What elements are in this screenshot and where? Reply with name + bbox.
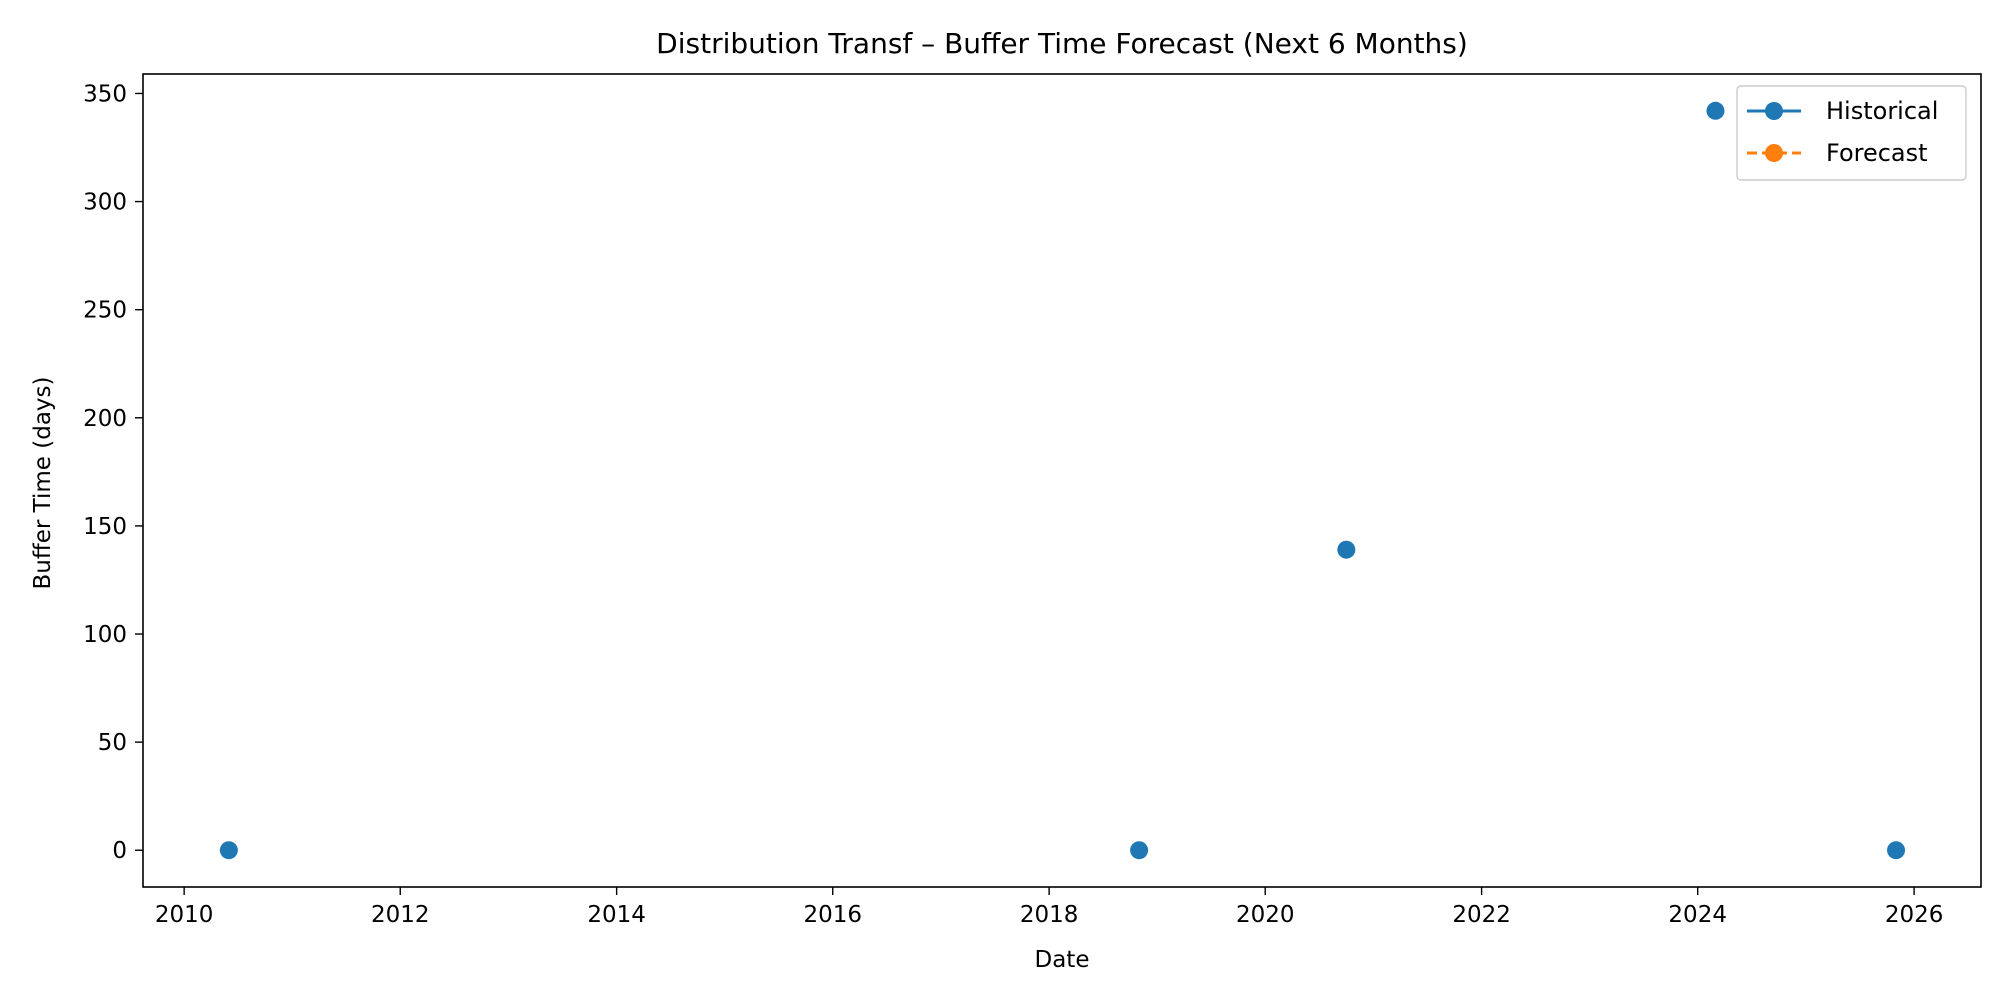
- y-tick-label: 300: [83, 190, 127, 216]
- x-tick-label: 2010: [155, 902, 214, 928]
- historical-point: [1337, 540, 1356, 559]
- x-axis-ticks: 2010 2012 2014 2016 2018 2020 2022 2024 2026: [155, 887, 1943, 928]
- y-tick-label: 50: [98, 730, 127, 756]
- x-tick-label: 2024: [1668, 902, 1727, 928]
- x-tick-label: 2022: [1452, 902, 1511, 928]
- historical-point: [1706, 101, 1725, 120]
- legend-historical-marker: [1765, 102, 1783, 120]
- x-tick-label: 2026: [1885, 902, 1944, 928]
- historical-point: [1130, 841, 1149, 860]
- x-axis-label: Date: [1035, 947, 1090, 973]
- legend-historical-label: Historical: [1826, 97, 1938, 125]
- legend-forecast-marker: [1765, 144, 1783, 162]
- historical-point: [219, 841, 238, 860]
- y-tick-label: 100: [83, 622, 127, 648]
- x-tick-label: 2016: [803, 902, 862, 928]
- y-tick-label: 0: [112, 838, 127, 864]
- y-axis-ticks: 0 50 100 150 200 250 300 350: [83, 81, 143, 864]
- x-tick-label: 2014: [587, 902, 646, 928]
- chart-title: Distribution Transf – Buffer Time Foreca…: [656, 27, 1468, 60]
- y-tick-label: 250: [83, 298, 127, 324]
- plot-frame: [142, 73, 1982, 888]
- x-tick-label: 2018: [1020, 902, 1079, 928]
- y-tick-label: 350: [83, 81, 127, 107]
- data-points: [219, 101, 1906, 860]
- y-tick-label: 200: [83, 406, 127, 432]
- legend: Historical Forecast: [1736, 85, 1967, 181]
- x-tick-label: 2020: [1236, 902, 1295, 928]
- y-axis-label: Buffer Time (days): [30, 377, 56, 590]
- legend-forecast-label: Forecast: [1826, 139, 1928, 167]
- x-tick-label: 2012: [371, 902, 430, 928]
- historical-point: [1887, 841, 1906, 860]
- y-tick-label: 150: [83, 514, 127, 540]
